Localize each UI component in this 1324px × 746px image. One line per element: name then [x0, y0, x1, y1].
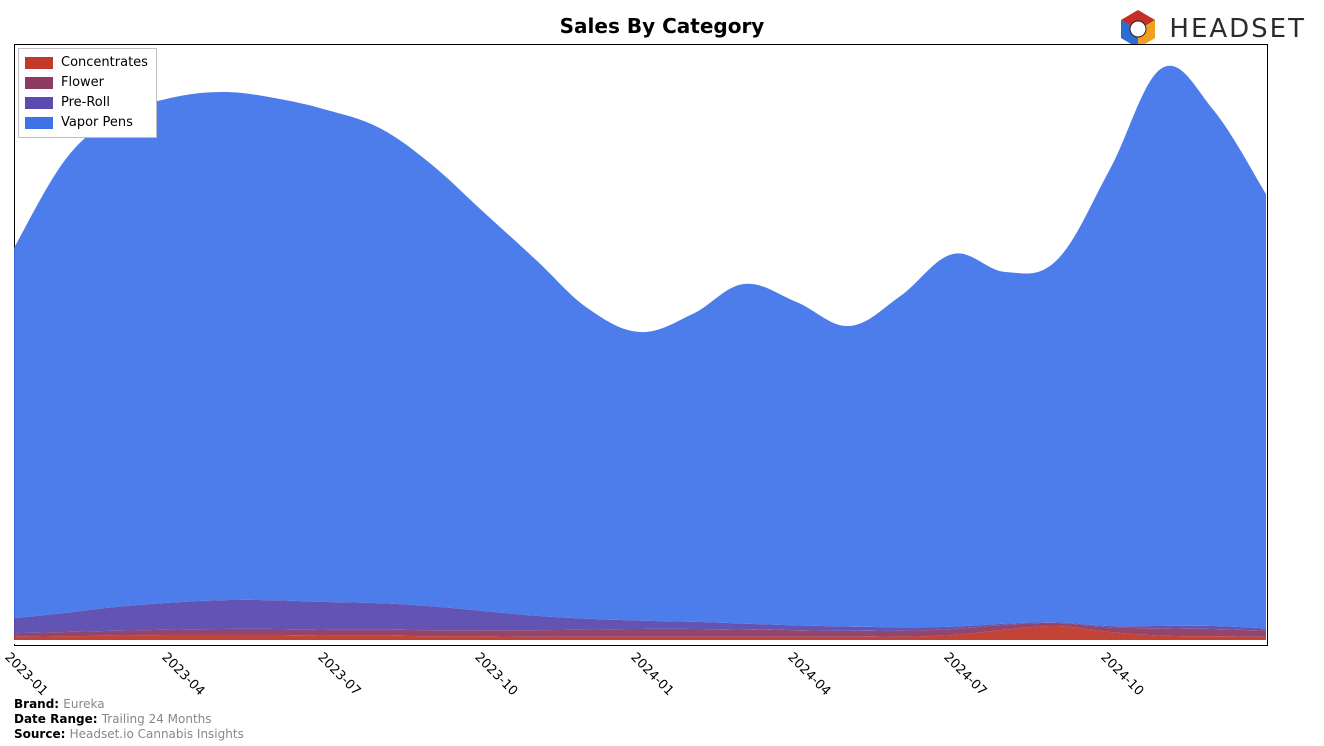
legend-label: Concentrates [61, 53, 148, 73]
legend-label: Pre-Roll [61, 93, 110, 113]
legend-label: Vapor Pens [61, 113, 133, 133]
legend-swatch [25, 117, 53, 129]
legend-swatch [25, 77, 53, 89]
chart-metadata: Brand: EurekaDate Range: Trailing 24 Mon… [14, 697, 244, 742]
legend-label: Flower [61, 73, 104, 93]
legend-item: Concentrates [25, 53, 148, 73]
legend-swatch [25, 97, 53, 109]
legend-item: Flower [25, 73, 148, 93]
meta-line: Source: Headset.io Cannabis Insights [14, 727, 244, 742]
legend-swatch [25, 57, 53, 69]
area-series [14, 66, 1266, 629]
meta-line: Date Range: Trailing 24 Months [14, 712, 244, 727]
stacked-area-chart [0, 0, 1324, 746]
legend-item: Vapor Pens [25, 113, 148, 133]
legend: ConcentratesFlowerPre-RollVapor Pens [18, 48, 157, 138]
meta-line: Brand: Eureka [14, 697, 244, 712]
legend-item: Pre-Roll [25, 93, 148, 113]
chart-container: { "title": "Sales By Category", "title_f… [0, 0, 1324, 746]
